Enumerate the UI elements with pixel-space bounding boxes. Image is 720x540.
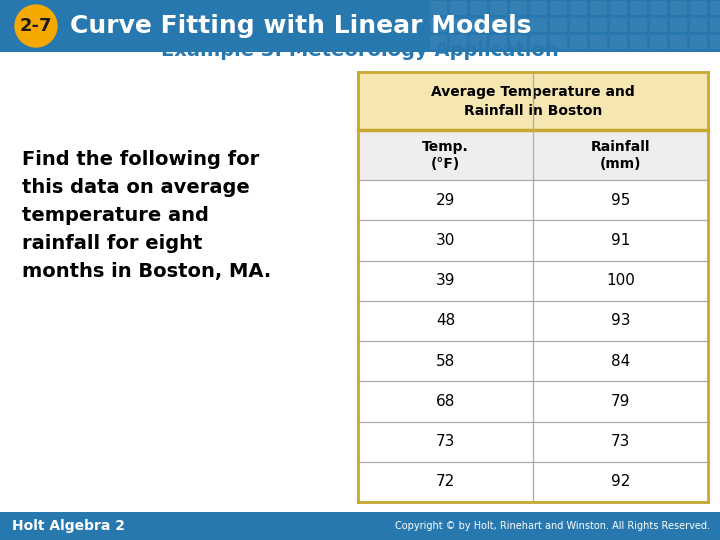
Bar bbox=[0, 0, 720, 52]
Bar bbox=[510, 1, 527, 15]
Text: 84: 84 bbox=[611, 354, 630, 369]
Bar bbox=[550, 35, 567, 49]
Bar bbox=[470, 18, 487, 32]
Text: 95: 95 bbox=[611, 193, 630, 207]
Bar bbox=[358, 130, 708, 180]
Bar bbox=[358, 381, 708, 422]
Bar bbox=[690, 18, 707, 32]
Bar bbox=[630, 18, 647, 32]
Bar bbox=[670, 1, 687, 15]
Bar bbox=[470, 35, 487, 49]
Bar bbox=[570, 18, 587, 32]
Bar bbox=[358, 180, 708, 220]
Bar bbox=[530, 35, 547, 49]
Bar bbox=[650, 35, 667, 49]
Bar bbox=[358, 260, 708, 301]
Bar bbox=[610, 35, 627, 49]
Text: 100: 100 bbox=[606, 273, 635, 288]
Bar bbox=[590, 35, 607, 49]
Bar bbox=[710, 35, 720, 49]
Bar bbox=[510, 18, 527, 32]
Circle shape bbox=[15, 5, 57, 47]
Bar bbox=[358, 422, 708, 462]
Bar bbox=[470, 1, 487, 15]
Bar bbox=[710, 18, 720, 32]
Bar bbox=[358, 462, 708, 502]
Bar bbox=[530, 18, 547, 32]
Text: 30: 30 bbox=[436, 233, 455, 248]
Bar bbox=[450, 35, 467, 49]
Bar bbox=[490, 35, 507, 49]
Text: 73: 73 bbox=[611, 434, 630, 449]
Bar bbox=[670, 18, 687, 32]
Bar bbox=[358, 220, 708, 260]
Text: 2-7: 2-7 bbox=[19, 17, 53, 35]
Text: Temp.: Temp. bbox=[422, 140, 469, 154]
Text: Curve Fitting with Linear Models: Curve Fitting with Linear Models bbox=[70, 14, 531, 38]
Bar bbox=[650, 1, 667, 15]
Text: 73: 73 bbox=[436, 434, 455, 449]
Bar bbox=[430, 18, 447, 32]
Bar bbox=[610, 1, 627, 15]
Bar bbox=[670, 35, 687, 49]
Bar bbox=[690, 35, 707, 49]
Bar bbox=[450, 1, 467, 15]
Bar bbox=[690, 1, 707, 15]
Text: Average Temperature and: Average Temperature and bbox=[431, 85, 635, 99]
Text: 92: 92 bbox=[611, 474, 630, 489]
Bar bbox=[550, 18, 567, 32]
Bar bbox=[490, 18, 507, 32]
Bar bbox=[550, 1, 567, 15]
Bar bbox=[630, 35, 647, 49]
Text: Holt Algebra 2: Holt Algebra 2 bbox=[12, 519, 125, 533]
Text: Rainfall: Rainfall bbox=[590, 140, 650, 154]
Bar bbox=[430, 35, 447, 49]
Text: Example 3: Meteorology Application: Example 3: Meteorology Application bbox=[161, 40, 559, 59]
Bar bbox=[570, 1, 587, 15]
Text: 58: 58 bbox=[436, 354, 455, 369]
Bar bbox=[710, 1, 720, 15]
Bar bbox=[490, 1, 507, 15]
Bar bbox=[590, 18, 607, 32]
Text: 68: 68 bbox=[436, 394, 455, 409]
Bar bbox=[530, 1, 547, 15]
Text: Copyright © by Holt, Rinehart and Winston. All Rights Reserved.: Copyright © by Holt, Rinehart and Winsto… bbox=[395, 521, 710, 531]
Bar bbox=[610, 18, 627, 32]
Bar bbox=[358, 301, 708, 341]
Bar bbox=[358, 72, 708, 130]
Text: 39: 39 bbox=[436, 273, 455, 288]
Text: 48: 48 bbox=[436, 313, 455, 328]
Bar bbox=[590, 1, 607, 15]
Bar bbox=[650, 18, 667, 32]
Text: Find the following for
this data on average
temperature and
rainfall for eight
m: Find the following for this data on aver… bbox=[22, 150, 271, 281]
Text: 91: 91 bbox=[611, 233, 630, 248]
Text: 79: 79 bbox=[611, 394, 630, 409]
Bar bbox=[430, 1, 447, 15]
Text: (°F): (°F) bbox=[431, 157, 460, 171]
Text: (mm): (mm) bbox=[600, 157, 642, 171]
Bar bbox=[0, 512, 720, 540]
Bar bbox=[630, 1, 647, 15]
Bar bbox=[510, 35, 527, 49]
Text: 93: 93 bbox=[611, 313, 630, 328]
Bar bbox=[450, 18, 467, 32]
Text: 29: 29 bbox=[436, 193, 455, 207]
Text: 72: 72 bbox=[436, 474, 455, 489]
Bar bbox=[570, 35, 587, 49]
Bar bbox=[358, 341, 708, 381]
Text: Rainfall in Boston: Rainfall in Boston bbox=[464, 104, 602, 118]
